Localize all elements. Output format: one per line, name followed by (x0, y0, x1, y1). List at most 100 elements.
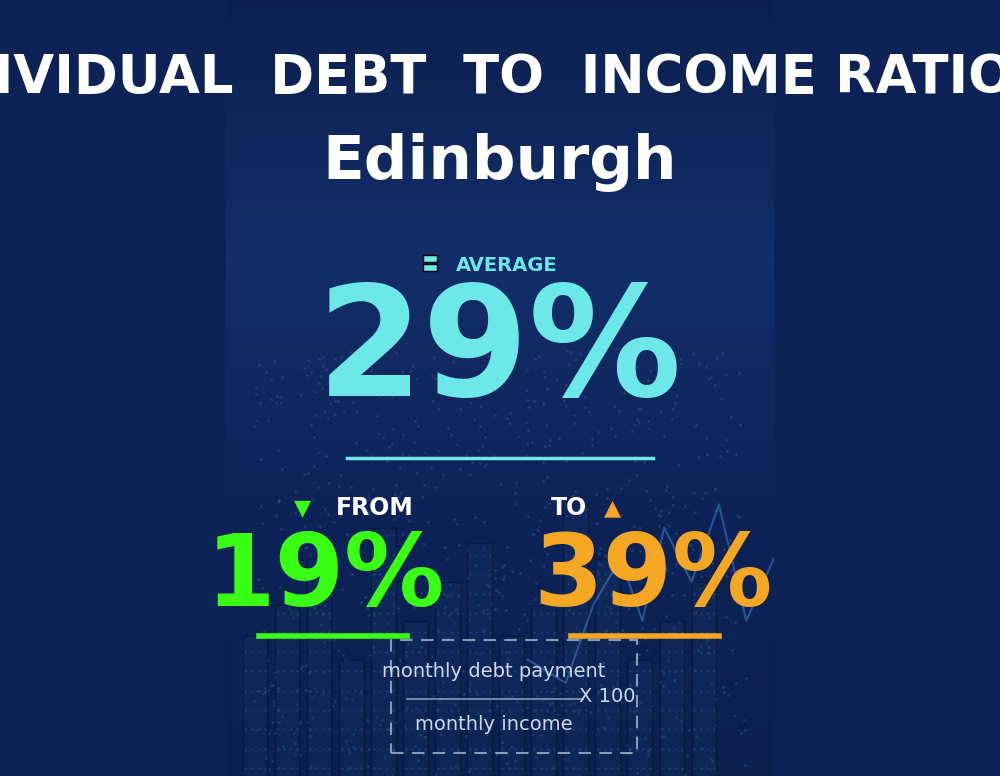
Point (687, 506, 703, 518)
Point (610, 669, 626, 681)
Point (572, 633, 588, 646)
Point (468, 347, 484, 359)
Point (301, 667, 317, 680)
Point (521, 400, 537, 413)
Point (315, 608, 331, 621)
Point (524, 435, 540, 448)
Point (487, 572, 503, 584)
Point (311, 376, 327, 389)
Point (687, 663, 703, 676)
Point (539, 470, 555, 483)
Point (647, 502, 663, 514)
Text: ▼: ▼ (294, 498, 312, 518)
Point (686, 421, 702, 433)
Point (698, 636, 714, 648)
Point (623, 527, 639, 539)
Point (708, 693, 724, 705)
Point (300, 353, 316, 365)
Point (449, 518, 465, 531)
Point (405, 360, 421, 372)
Point (518, 415, 534, 428)
Point (529, 690, 545, 702)
Point (416, 538, 432, 550)
Point (266, 355, 282, 368)
Point (631, 592, 647, 605)
Point (302, 549, 318, 562)
Point (302, 729, 318, 742)
Point (673, 715, 689, 727)
Point (320, 412, 336, 424)
Point (704, 557, 720, 570)
Point (479, 578, 495, 591)
Point (281, 602, 297, 615)
Point (470, 598, 486, 611)
Point (590, 659, 606, 671)
Point (697, 584, 713, 597)
Point (653, 406, 669, 418)
Point (612, 758, 628, 771)
Point (606, 400, 622, 412)
Point (528, 751, 544, 764)
Point (466, 412, 482, 424)
Point (503, 741, 519, 753)
Point (327, 695, 343, 707)
Point (260, 684, 276, 696)
Point (435, 720, 451, 733)
Point (591, 548, 607, 560)
Point (559, 345, 575, 357)
Point (701, 611, 717, 624)
Point (314, 382, 330, 394)
Point (327, 395, 343, 407)
Point (568, 622, 584, 634)
Point (407, 414, 423, 427)
Point (712, 450, 728, 462)
Point (531, 349, 547, 362)
Text: monthly income: monthly income (415, 715, 573, 734)
Point (568, 353, 584, 365)
Point (664, 413, 680, 425)
Point (267, 727, 283, 740)
Point (633, 696, 649, 708)
Point (413, 587, 429, 599)
Point (677, 500, 693, 512)
Point (325, 700, 341, 712)
Point (694, 492, 710, 504)
Point (652, 676, 668, 688)
Point (480, 350, 496, 362)
Point (306, 431, 322, 444)
Point (526, 395, 542, 407)
Point (464, 456, 480, 469)
Point (312, 626, 328, 639)
Point (494, 660, 510, 672)
Point (628, 529, 644, 542)
Point (489, 662, 505, 674)
Point (277, 541, 293, 553)
Point (278, 566, 294, 578)
Point (728, 677, 744, 689)
Point (668, 558, 684, 570)
Point (472, 420, 488, 432)
Point (651, 520, 667, 532)
Point (310, 480, 326, 493)
Point (268, 511, 284, 523)
Point (390, 548, 406, 560)
Point (705, 591, 721, 603)
Point (290, 530, 306, 542)
Point (361, 493, 377, 505)
Point (379, 455, 395, 467)
Point (558, 455, 574, 467)
Point (435, 676, 451, 688)
Point (509, 695, 525, 707)
Point (658, 484, 674, 497)
Point (384, 391, 400, 404)
Point (499, 411, 515, 424)
Point (608, 616, 624, 629)
Point (248, 723, 264, 736)
Point (498, 646, 514, 658)
Point (703, 370, 719, 383)
Point (285, 612, 301, 625)
Point (428, 564, 444, 577)
Point (535, 397, 551, 409)
Point (383, 715, 399, 728)
Point (473, 714, 489, 726)
